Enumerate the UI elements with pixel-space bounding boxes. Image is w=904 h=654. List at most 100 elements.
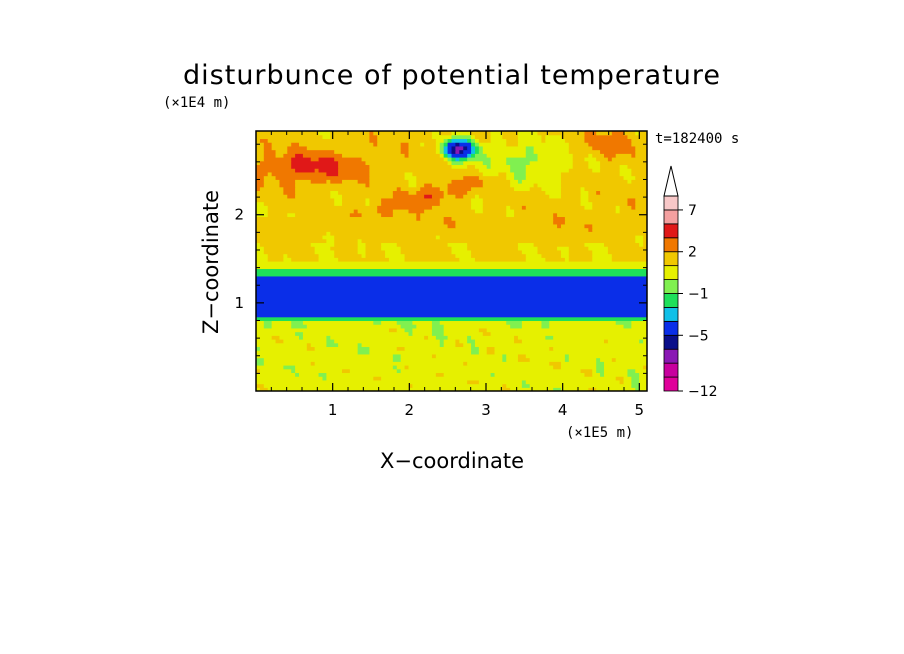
field-cell [560, 186, 582, 192]
field-cell [627, 201, 636, 206]
field-cell [549, 194, 562, 199]
field-cell [517, 134, 543, 140]
field-cell [256, 268, 647, 273]
field-cell [592, 145, 636, 151]
field-cell [291, 257, 320, 262]
field-cell [256, 313, 647, 318]
field-cell [619, 168, 632, 173]
field-cell [451, 157, 457, 162]
field-cell [314, 249, 335, 255]
x-tick-label: 1 [328, 401, 338, 419]
field-cell [635, 368, 647, 374]
field-cell [299, 335, 304, 340]
field-cell [549, 320, 617, 325]
field-cell [392, 357, 402, 362]
field-cell [627, 164, 647, 169]
field-cell [295, 331, 304, 336]
field-cell [482, 171, 500, 177]
field-cell [564, 220, 647, 225]
field-cell [256, 379, 468, 385]
field-cell [256, 316, 647, 322]
field-cell [560, 387, 589, 391]
field-cell [478, 145, 484, 151]
field-cell [510, 324, 523, 329]
field-cell [369, 197, 382, 203]
field-cell [302, 320, 374, 325]
field-cell [334, 253, 363, 258]
field-cell [295, 190, 331, 195]
field-cell [521, 339, 605, 344]
field-cell [529, 357, 566, 362]
field-cell [279, 179, 296, 184]
field-cell [588, 227, 593, 232]
field-cell [467, 190, 546, 195]
field-cell [310, 342, 327, 348]
field-cell [478, 379, 523, 385]
field-cell [349, 212, 363, 218]
field-cell [486, 346, 496, 351]
field-cell [631, 142, 647, 147]
field-cell [459, 257, 476, 262]
field-cell [478, 327, 488, 333]
field-cell [486, 164, 492, 169]
field-cell [451, 131, 472, 136]
field-cell [521, 383, 531, 388]
x-tick-label: 5 [635, 401, 645, 419]
field-cell [545, 335, 554, 340]
field-cell [455, 157, 460, 162]
field-cell [439, 342, 445, 348]
field-cell [537, 153, 574, 158]
field-cell [443, 149, 449, 154]
field-cell [623, 324, 632, 329]
field-cell [275, 175, 370, 180]
field-cell [271, 335, 281, 340]
colorbar-band [663, 279, 679, 294]
field-cell [439, 149, 445, 154]
field-cell [256, 320, 265, 325]
field-cell [467, 246, 519, 251]
field-cell [568, 257, 593, 262]
field-cell [381, 246, 402, 251]
field-cell [357, 346, 370, 351]
field-cell [619, 171, 632, 177]
colorbar-band [663, 293, 679, 308]
field-cell [588, 153, 593, 158]
field-cell [435, 138, 445, 143]
field-cell [263, 179, 281, 184]
field-cell [412, 171, 484, 177]
field-cell [256, 231, 327, 236]
field-cell [471, 350, 480, 355]
colorbar-band [663, 209, 679, 225]
field-cell [256, 220, 445, 225]
field-cell [404, 153, 410, 158]
x-scale-label: (×1E5 m) [566, 425, 633, 441]
field-cell [600, 164, 621, 169]
field-cell [291, 324, 308, 329]
field-cell [584, 372, 593, 377]
field-cell [381, 197, 441, 203]
field-cell [275, 339, 284, 344]
field-cell [568, 249, 593, 255]
field-cell [588, 246, 609, 251]
field-cell [256, 235, 324, 240]
field-cell [256, 186, 261, 192]
field-cell [271, 142, 292, 147]
field-cell [431, 194, 445, 199]
field-cell [474, 134, 492, 140]
field-cell [486, 153, 527, 158]
field-cell [541, 186, 562, 192]
field-cell [439, 142, 445, 147]
colorbar-band [663, 348, 679, 364]
field-cell [529, 383, 632, 388]
field-cell [474, 145, 480, 151]
field-cell [267, 209, 355, 214]
field-cell [490, 134, 503, 140]
field-cell [365, 249, 386, 255]
field-cell [474, 339, 515, 344]
field-cell [396, 186, 402, 192]
field-cell [451, 249, 472, 255]
field-cell [506, 320, 523, 325]
field-cell [549, 324, 625, 329]
field-cell [537, 249, 562, 255]
field-cell [256, 309, 647, 314]
